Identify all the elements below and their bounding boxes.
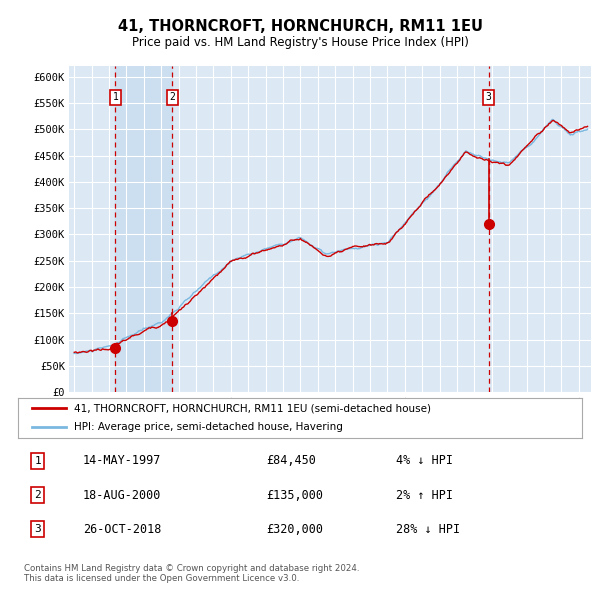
Text: 1: 1	[113, 92, 118, 102]
Text: Price paid vs. HM Land Registry's House Price Index (HPI): Price paid vs. HM Land Registry's House …	[131, 36, 469, 49]
Text: 1: 1	[34, 456, 41, 466]
Text: 3: 3	[485, 92, 491, 102]
Text: 28% ↓ HPI: 28% ↓ HPI	[396, 523, 460, 536]
Text: £84,450: £84,450	[266, 454, 316, 467]
Text: 3: 3	[34, 525, 41, 534]
Text: £320,000: £320,000	[266, 523, 323, 536]
Bar	[115, 66, 172, 392]
Text: Contains HM Land Registry data © Crown copyright and database right 2024.
This d: Contains HM Land Registry data © Crown c…	[24, 563, 359, 583]
Text: 2% ↑ HPI: 2% ↑ HPI	[396, 489, 453, 502]
Text: 2: 2	[34, 490, 41, 500]
Text: 2: 2	[169, 92, 175, 102]
Text: HPI: Average price, semi-detached house, Havering: HPI: Average price, semi-detached house,…	[74, 422, 343, 432]
Text: 18-AUG-2000: 18-AUG-2000	[83, 489, 161, 502]
Text: 41, THORNCROFT, HORNCHURCH, RM11 1EU (semi-detached house): 41, THORNCROFT, HORNCHURCH, RM11 1EU (se…	[74, 404, 431, 414]
Text: £135,000: £135,000	[266, 489, 323, 502]
Text: 41, THORNCROFT, HORNCHURCH, RM11 1EU: 41, THORNCROFT, HORNCHURCH, RM11 1EU	[118, 19, 482, 34]
Text: 4% ↓ HPI: 4% ↓ HPI	[396, 454, 453, 467]
Text: 26-OCT-2018: 26-OCT-2018	[83, 523, 161, 536]
Text: 14-MAY-1997: 14-MAY-1997	[83, 454, 161, 467]
